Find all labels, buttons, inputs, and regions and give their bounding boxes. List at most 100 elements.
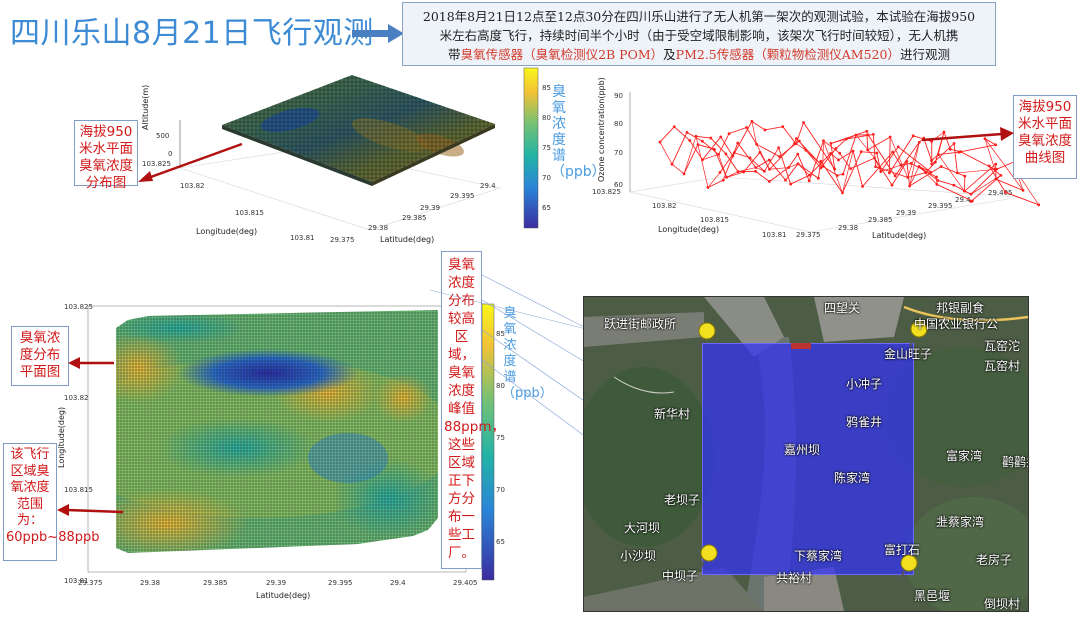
ozone-trace-point — [701, 139, 704, 143]
ozone-trace-link — [984, 138, 996, 170]
map-label: 老坝子 — [664, 493, 701, 507]
x-axis-label: Longitude(deg) — [196, 227, 257, 236]
callout-ozone-range: 该飞行区域臭氧浓度范围为：60ppb~88ppb — [3, 443, 100, 561]
ozone-trace-link — [671, 163, 685, 175]
ozone-trace-point — [888, 171, 891, 175]
ozone-trace-point — [963, 174, 967, 178]
y-tick-2: 103.815 — [64, 486, 93, 494]
chart-3d-line: Ozone concentration(ppb) 90 80 70 60 103… — [592, 77, 1041, 240]
x-tick-1: 103.82 — [180, 182, 205, 190]
ozone-trace-point — [939, 165, 943, 168]
ozone-trace-point — [936, 179, 940, 182]
desc-pm25-sensor: PM2.5传感器（颗粒物检测仪AM520） — [675, 47, 900, 62]
colorbar-tick: 75 — [496, 434, 505, 442]
y-tick-4: 29.395 — [450, 192, 475, 200]
map-label: 瓦窑沱 — [984, 339, 1021, 353]
ozone-trace-point — [948, 147, 952, 151]
ozone-trace-point — [802, 121, 805, 124]
ozone-trace-link — [823, 140, 843, 194]
ozone-trace-link — [756, 144, 770, 170]
ozone-trace-point — [829, 142, 833, 145]
ozone-trace-point — [861, 185, 864, 188]
ozone-trace-point — [816, 176, 820, 180]
map-label: 邦银副食 — [936, 301, 985, 315]
y-tick-2: 29.385 — [868, 216, 893, 224]
colorbar-tick: 65 — [496, 538, 505, 546]
ozone-trace-point — [719, 135, 723, 139]
arrow-red-icon — [138, 142, 243, 182]
ozone-trace-link — [964, 190, 972, 195]
desc-ozone-sensor: 臭氧传感器（臭氧检测仪2B POM） — [460, 47, 664, 62]
y-tick-0: 29.375 — [796, 231, 821, 239]
ozone-trace-point — [866, 133, 870, 137]
ozone-trace-link — [938, 154, 965, 192]
ozone-trace-point — [732, 151, 736, 155]
map-pin-icon — [909, 320, 928, 348]
x-tick-3: 29.39 — [266, 579, 286, 587]
floor-grid — [629, 176, 1021, 233]
ozone-trace-point — [837, 158, 840, 162]
ozone-trace-point — [911, 134, 915, 138]
y-tick-2: 29.385 — [402, 214, 427, 222]
map-pin-icon — [697, 322, 716, 350]
x-tick-0: 29.375 — [78, 579, 103, 587]
ozone-trace-point — [767, 158, 771, 162]
x-tick-0: 103.825 — [592, 188, 621, 196]
ozone-trace-link — [788, 163, 799, 168]
y-axis-label: Latitude(deg) — [380, 235, 434, 244]
ozone-trace-link — [937, 131, 945, 155]
title-arrow-icon — [352, 24, 404, 43]
ozone-trace-point — [789, 182, 793, 186]
ozone-trace-point — [891, 150, 895, 154]
arrow-red-icon — [57, 504, 124, 516]
colorbar-title-top: 臭氧浓度谱（ppb） — [551, 84, 606, 180]
ozone-trace-point — [822, 139, 825, 143]
x-tick-0: 103.825 — [142, 160, 171, 168]
map-label: 陈家湾 — [834, 471, 871, 485]
ozone-trace-point — [917, 140, 921, 144]
ozone-trace-point — [994, 162, 998, 166]
colorbar-tick: 70 — [542, 174, 551, 182]
colorbar-tick: 65 — [542, 204, 551, 212]
ozone-trace-point — [905, 160, 909, 163]
arrow-red-icon — [68, 357, 114, 369]
ozone-trace-point — [781, 125, 785, 129]
z-tick-2: 70 — [614, 149, 623, 157]
ozone-trace-line — [671, 126, 996, 178]
map-label: 下蔡家湾 — [794, 549, 843, 563]
map-label: 新华村 — [654, 407, 691, 421]
x-tick-5: 29.4 — [390, 579, 406, 587]
ozone-trace-link — [769, 167, 789, 170]
y-tick-3: 29.39 — [896, 209, 916, 217]
map-label: 上蔡家湾 — [936, 515, 985, 529]
ozone-trace-point — [793, 142, 796, 145]
ozone-trace-link — [695, 136, 709, 188]
x-tick-1: 103.82 — [652, 202, 677, 210]
map-label: 富打石 — [884, 543, 921, 557]
map-label: 嘉州坝 — [784, 443, 821, 457]
y-tick-4: 29.395 — [928, 202, 953, 210]
chart-3d-surface: Altitude(m) 500 0 103.825 103.82 103.815… — [141, 75, 502, 244]
colorbar-title-bottom: 臭氧浓度谱（ppb） — [502, 306, 553, 401]
z-tick-3: 60 — [614, 181, 623, 189]
map-label: 跃进街邮政所 — [604, 317, 677, 331]
ozone-trace-point — [736, 141, 740, 145]
colorbar-tick: 80 — [542, 114, 551, 122]
ozone-trace-link — [984, 138, 1024, 191]
ozone-trace-link — [874, 157, 882, 172]
map-pin-icon — [899, 554, 918, 582]
callout-high-ozone: 臭氧浓度分布较高区域，臭氧浓度峰值88ppm，这些区域正下方分布一些工厂。 — [441, 251, 505, 569]
map-label: 瓦窑村 — [984, 359, 1021, 373]
ozone-trace-link — [659, 141, 673, 165]
z-tick-1: 0 — [168, 150, 172, 158]
desc-text: 进行观测 — [899, 47, 950, 62]
x-tick-2: 103.815 — [700, 216, 729, 224]
map-label: 金山旺子 — [884, 347, 933, 361]
map-label: 富家湾 — [946, 449, 983, 463]
ozone-trace-link — [726, 171, 739, 178]
ozone-trace-point — [929, 170, 933, 174]
x-tick-4: 29.395 — [328, 579, 353, 587]
ozone-trace-link — [907, 142, 920, 178]
ozone-trace-point — [841, 172, 845, 176]
desc-text: 及 — [663, 47, 676, 62]
